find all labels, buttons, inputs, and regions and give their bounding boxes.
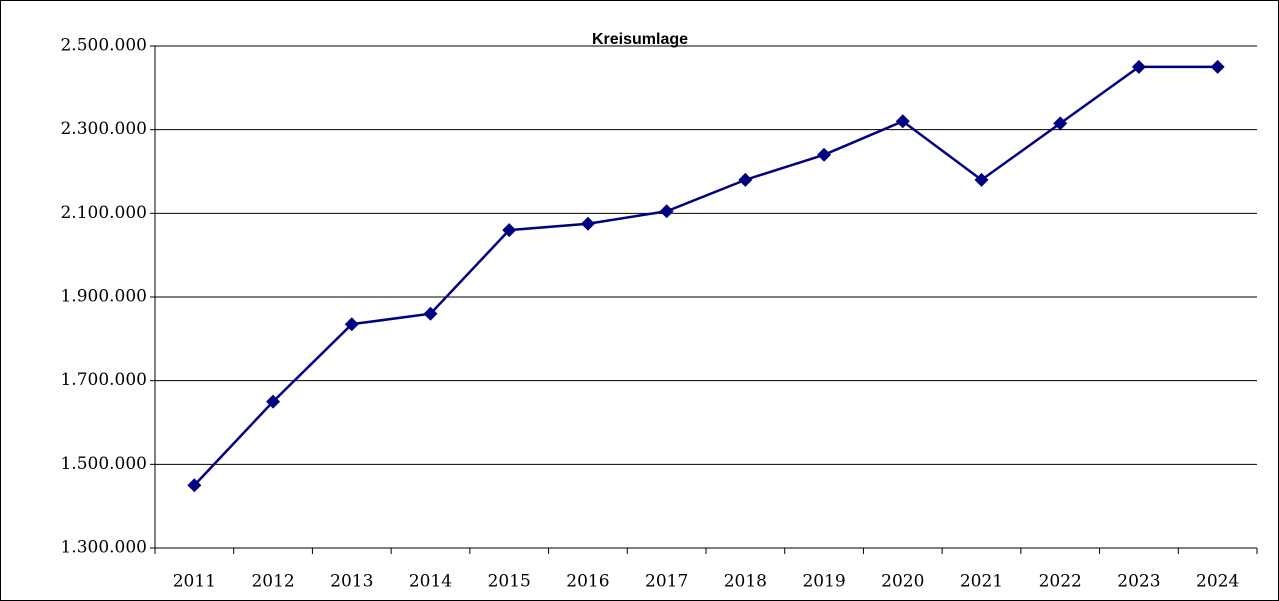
x-tick-label: 2020 [881,572,924,592]
chart-title: Kreisumlage [592,31,688,48]
x-tick-label: 2011 [173,572,216,592]
point-marker [1053,116,1068,131]
point-marker [659,204,674,219]
point-marker [266,394,281,409]
x-tick-label: 2024 [1196,572,1239,592]
point-marker [580,216,595,231]
point-marker [738,172,753,187]
series-line [193,65,1218,487]
y-tick-label: 2.100.000 [60,203,147,223]
x-tick-label: 2022 [1039,572,1082,592]
x-tick-label: 2015 [488,572,531,592]
x-tick-label: 2012 [251,572,294,592]
x-tick-label: 2014 [409,572,452,592]
y-tick-label: 1.500.000 [60,454,147,474]
y-tick-label: 2.300.000 [60,119,147,139]
y-tick-label: 2.500.000 [60,36,147,56]
point-marker [423,306,438,321]
x-tick-label: 2017 [645,572,688,592]
point-marker [502,223,517,238]
x-tick-label: 2013 [330,572,373,592]
point-marker [187,478,202,493]
point-marker [1210,59,1225,74]
y-tick-label: 1.700.000 [60,370,147,390]
x-tick-label: 2019 [802,572,845,592]
x-tick-label: 2021 [960,572,1003,592]
x-tick-label: 2018 [724,572,767,592]
y-tick-label: 1.900.000 [60,287,147,307]
point-marker [344,317,359,332]
point-marker [895,114,910,129]
y-tick-label: 1.300.000 [60,538,147,558]
x-tick-label: 2023 [1117,572,1160,592]
point-marker [1131,59,1146,74]
point-marker [817,147,832,162]
x-tick-label: 2016 [566,572,609,592]
point-marker [974,172,989,187]
